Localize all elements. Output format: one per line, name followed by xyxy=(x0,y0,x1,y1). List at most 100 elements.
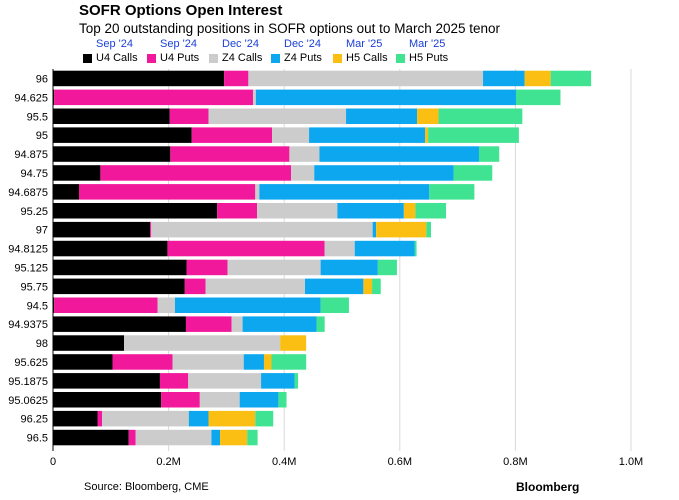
bar-segment xyxy=(53,127,192,143)
legend-swatch xyxy=(396,54,405,63)
category-label: 94.625 xyxy=(14,92,48,104)
bar-segment xyxy=(239,392,279,408)
bar-segment xyxy=(208,410,256,427)
bar-segment xyxy=(135,429,212,446)
x-tick-label: 0.2M xyxy=(156,456,180,468)
bar-segment xyxy=(376,221,427,238)
category-label: 95.125 xyxy=(14,262,48,274)
bar-segment xyxy=(289,146,320,162)
category-label: 94.75 xyxy=(20,168,48,180)
bar-segment xyxy=(255,89,516,106)
x-tick-label: 0 xyxy=(50,456,56,468)
x-tick-label: 1.0M xyxy=(619,456,643,468)
chart-subtitle: Top 20 outstanding positions in SOFR opt… xyxy=(79,21,501,36)
bar-segment xyxy=(515,89,561,106)
legend-swatch xyxy=(271,54,280,63)
bar-segment xyxy=(100,165,292,181)
bar-segment xyxy=(151,221,373,238)
bar-segment xyxy=(483,70,525,87)
bar-segment xyxy=(263,354,272,370)
category-label: 98 xyxy=(36,338,48,350)
legend-month-label: Sep '24 xyxy=(96,38,133,50)
bar-segment xyxy=(53,146,171,162)
bar-segment xyxy=(53,221,151,238)
bar-segment xyxy=(242,316,317,332)
bar-segment xyxy=(170,146,290,162)
bar-segment xyxy=(271,354,307,370)
source-note: Source: Bloomberg, CME xyxy=(84,481,209,493)
x-tick-label: 0.4M xyxy=(272,456,296,468)
bar-segment xyxy=(205,278,306,295)
legend-swatch xyxy=(83,54,92,63)
bar-segment xyxy=(174,297,321,313)
bar-segment xyxy=(184,278,206,295)
legend-series-name: Z4 Puts xyxy=(284,52,322,64)
brand-logo-text: Bloomberg xyxy=(516,480,580,494)
bar-segment xyxy=(220,429,248,446)
bar-segment xyxy=(53,89,55,106)
bar-segment xyxy=(417,108,439,124)
bar-segment xyxy=(79,184,256,200)
legend-series-name: H5 Puts xyxy=(409,52,449,64)
category-label: 94.8125 xyxy=(8,244,48,256)
category-label: 95.25 xyxy=(20,206,48,218)
bar-segment xyxy=(403,203,416,219)
bar-segment xyxy=(188,410,209,427)
category-label: 95 xyxy=(36,130,48,142)
bar-segment xyxy=(53,165,101,181)
legend: Sep '24 U4 Calls Sep '24 U4 Puts Dec '24… xyxy=(0,38,679,68)
bar-segment xyxy=(243,354,264,370)
bar-segment xyxy=(453,165,493,181)
bar-segment xyxy=(294,373,299,389)
bar-segment xyxy=(53,70,225,87)
bar-segment xyxy=(53,354,113,370)
legend-month-label: Dec '24 xyxy=(222,38,259,50)
bar-segment xyxy=(150,221,152,238)
bar-segment xyxy=(425,127,429,143)
bar-segment xyxy=(428,127,519,143)
bar-segment xyxy=(291,165,315,181)
bar-segment xyxy=(372,221,377,238)
bar-segment xyxy=(248,70,484,87)
bar-segment xyxy=(157,297,175,313)
bar-segment xyxy=(169,108,209,124)
category-label: 96.25 xyxy=(20,414,48,426)
bar-segment xyxy=(53,373,160,389)
legend-series-name: H5 Calls xyxy=(346,52,388,64)
bar-segment xyxy=(257,203,338,219)
x-tick-label: 0.8M xyxy=(503,456,527,468)
bar-segment xyxy=(188,373,262,389)
bar-segment xyxy=(159,373,189,389)
bar-segment xyxy=(255,184,260,200)
bar-segment xyxy=(53,297,55,313)
bar-segment xyxy=(324,240,355,257)
legend-series-name: U4 Calls xyxy=(96,52,138,64)
category-label: 95.75 xyxy=(20,281,48,293)
bar-segment xyxy=(320,259,378,276)
bar-segment xyxy=(247,429,258,446)
bar-segment xyxy=(167,240,325,257)
bar-segment xyxy=(172,354,244,370)
legend-series-name: Z4 Calls xyxy=(222,52,263,64)
legend-month-label: Sep '24 xyxy=(160,38,197,50)
bar-segment xyxy=(97,410,103,427)
bar-segment xyxy=(272,127,310,143)
legend-month-label: Mar '25 xyxy=(409,38,446,50)
category-label: 94.6875 xyxy=(8,187,48,199)
bar-segment xyxy=(211,429,221,446)
category-label: 94.5 xyxy=(27,300,48,312)
bar-segment xyxy=(54,89,253,106)
bar-segment xyxy=(261,373,295,389)
bar-segment xyxy=(259,184,430,200)
bar-segment xyxy=(217,203,258,219)
bar-segment xyxy=(316,316,325,332)
bar-segment xyxy=(278,392,287,408)
bar-segment xyxy=(54,297,158,313)
category-label: 95.1875 xyxy=(8,376,48,388)
bar-segment xyxy=(354,240,415,257)
x-tick-label: 0.6M xyxy=(388,456,412,468)
bar-segment xyxy=(102,410,189,427)
bar-segment xyxy=(320,297,349,313)
bar-segment xyxy=(415,203,447,219)
bar-segment xyxy=(377,259,397,276)
